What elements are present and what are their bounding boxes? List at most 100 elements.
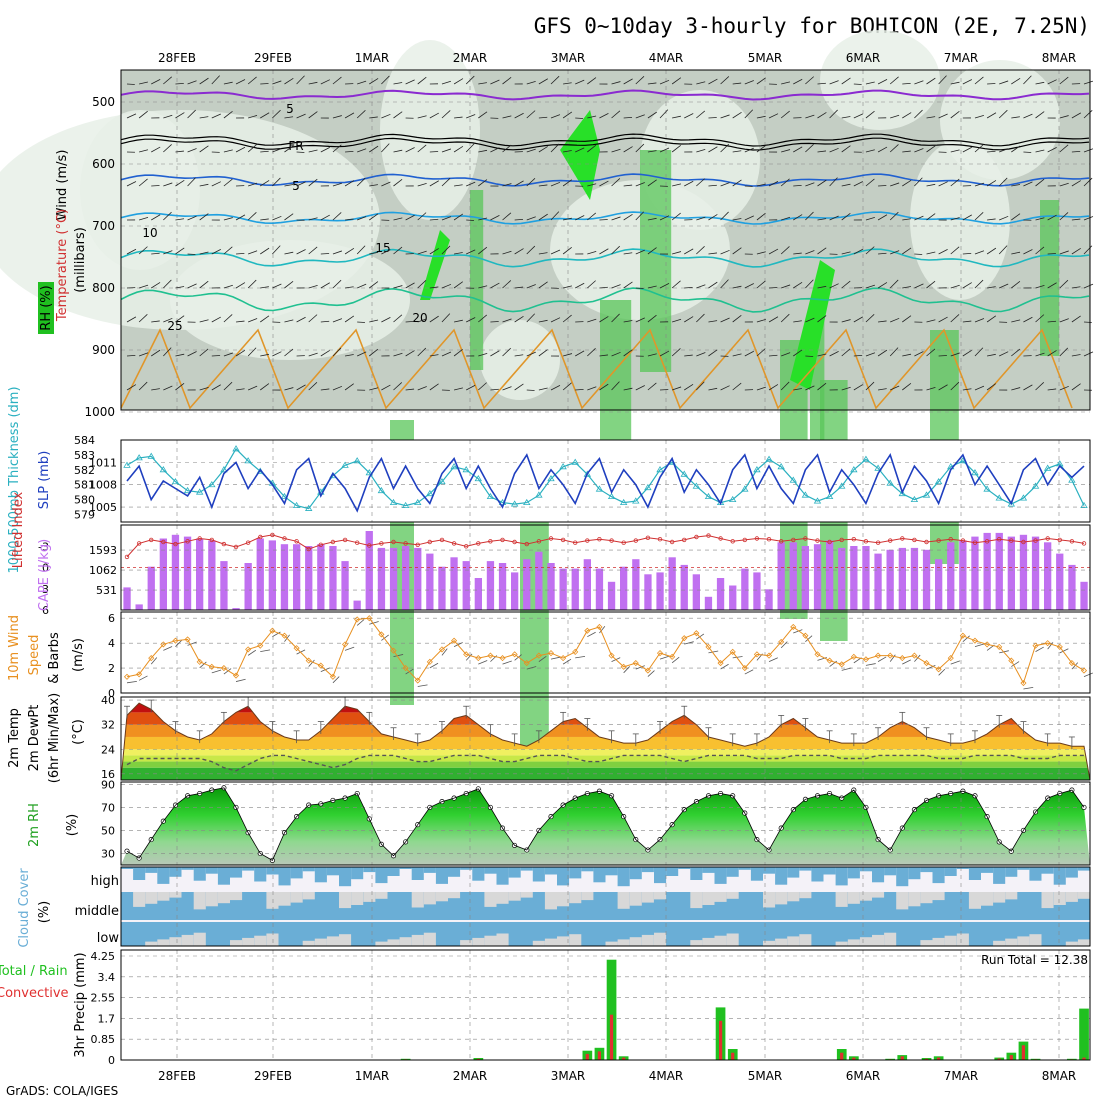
wind-barb: [538, 184, 548, 187]
wind-barb: [369, 281, 379, 289]
wind-barb: [781, 149, 791, 153]
wind-barb: [320, 350, 330, 357]
cloud-high-bar: [593, 867, 606, 883]
cloud-mid-gap: [581, 892, 594, 901]
wind-barb: [841, 77, 851, 85]
wind-barb: [563, 285, 572, 289]
wind-barb: [1059, 250, 1069, 255]
wind-barb: [999, 148, 1009, 153]
wind-barb: [587, 318, 597, 323]
cloud-mid-gap: [520, 892, 533, 898]
cape-bar: [208, 540, 216, 610]
wind-barb-10m: [1071, 662, 1079, 670]
wind-barb: [1059, 182, 1069, 187]
wind-barb: [890, 114, 900, 119]
wind-barb: [332, 144, 342, 153]
wind-barb: [514, 248, 524, 255]
wind-barb: [1011, 184, 1021, 187]
cape-bar: [1031, 536, 1040, 610]
wind-frame: [120, 611, 1091, 694]
thickness-point: [280, 492, 289, 500]
wind-barb: [708, 214, 718, 221]
wind-barb: [877, 146, 888, 153]
cloud-low-gap: [557, 936, 570, 946]
wind-barb: [708, 320, 718, 323]
wind-barb: [151, 214, 161, 221]
wind-barb-10m: [126, 681, 137, 684]
wind-barb: [356, 177, 366, 187]
wind-barb: [575, 79, 585, 85]
wind-barb: [502, 347, 511, 357]
date-label-bottom: 4MAR: [649, 1069, 684, 1083]
wind-barb: [526, 178, 536, 187]
cloud-high-bar: [896, 867, 909, 887]
wind-barb: [781, 284, 791, 289]
wind-barb: [974, 182, 985, 187]
wind-barb: [732, 179, 742, 187]
cloud-unit: (%): [37, 901, 52, 924]
wind-barb: [950, 149, 960, 153]
wind-barb: [357, 321, 365, 323]
wind-barb-10m: [1083, 672, 1094, 677]
cloud-mid-gap: [278, 892, 291, 906]
thickness-point: [789, 476, 797, 483]
wind-barb: [514, 354, 524, 357]
wind-barb: [1035, 217, 1045, 221]
wind-barb: [841, 145, 851, 153]
wind-barb: [587, 348, 596, 357]
wind-barb: [502, 318, 512, 323]
wind-barb: [805, 182, 815, 187]
wind-barb: [793, 281, 803, 289]
wind-barb: [139, 81, 148, 85]
wind-barb: [417, 386, 427, 391]
wind-barb: [526, 216, 536, 221]
cape-bar: [474, 578, 482, 610]
wind-speed-point: [899, 655, 906, 662]
wind-barb: [1023, 75, 1032, 85]
cloud-high-bar: [835, 867, 848, 886]
wind-barb: [211, 249, 221, 255]
wind-barb: [405, 214, 415, 221]
cloud-mid-gap: [133, 892, 146, 907]
cloud-high-bar: [654, 867, 667, 884]
wind-barb: [720, 279, 729, 289]
cloud-mid-gap: [1053, 892, 1066, 905]
cloud-mid-gap: [145, 892, 158, 904]
cloud-low-gap: [496, 933, 509, 946]
wind-barb: [538, 213, 548, 221]
slp-frame: [120, 439, 1091, 523]
wind-barb-10m: [793, 629, 803, 634]
date-label-top: 29FEB: [254, 51, 292, 65]
wind-barb: [696, 110, 706, 119]
cape-lifted-panel: 1593 1062 531 -3 0 3 6: [38, 524, 1091, 617]
wind-barb: [659, 109, 669, 119]
wind-barb: [769, 354, 778, 357]
wind-barb: [1059, 212, 1069, 221]
wind-barb: [914, 253, 923, 255]
wind-barb: [465, 143, 475, 153]
wind-barb: [708, 349, 718, 357]
wind-barb: [587, 251, 597, 255]
wind-barb: [974, 385, 985, 391]
wind-barb-10m: [502, 660, 512, 665]
wind-barb-10m: [260, 649, 271, 653]
thickness-point: [438, 477, 446, 485]
wind-barb: [902, 82, 911, 85]
cloud-mid-gap: [617, 892, 630, 909]
slp-bg: [121, 440, 1090, 522]
cloud-high-bar: [847, 867, 860, 879]
cloud-low-gap: [254, 935, 267, 946]
wind-barb: [490, 79, 500, 85]
wind-barb: [1083, 148, 1094, 153]
wind-barb: [744, 109, 754, 119]
wind-barb: [890, 317, 900, 323]
wind-barb: [490, 282, 500, 289]
cape-bar: [523, 559, 531, 610]
wind-barb: [514, 112, 524, 119]
cloud-mid-gap: [690, 892, 703, 909]
wind-barb: [284, 184, 294, 187]
wind-barb: [1083, 245, 1093, 255]
slp-tick: 1008: [89, 479, 117, 492]
wind-barb: [647, 111, 657, 119]
cloud-high-bar: [193, 867, 206, 881]
